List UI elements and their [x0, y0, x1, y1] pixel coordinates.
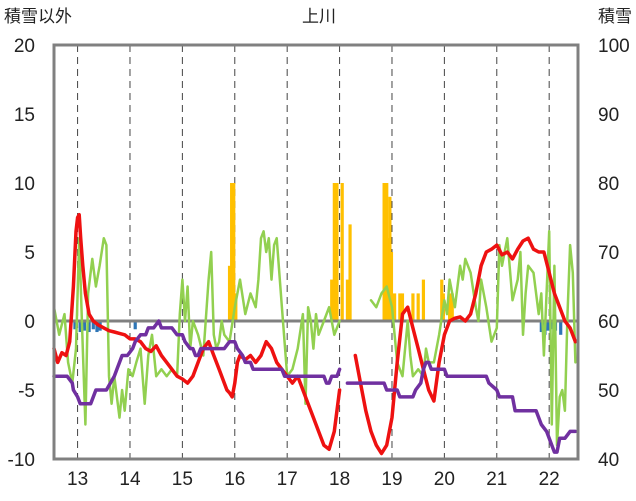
right-tick-label: 70: [598, 243, 619, 264]
x-tick-label: 18: [329, 469, 350, 490]
bar: [389, 252, 394, 321]
x-tick-label: 17: [277, 469, 298, 490]
chart-title: 上川: [302, 7, 336, 27]
purple-series-line: [345, 360, 578, 454]
bar: [91, 321, 95, 330]
bar: [78, 321, 82, 333]
bar: [550, 321, 554, 330]
left-tick-label: -10: [8, 450, 35, 471]
bar: [348, 224, 352, 321]
bar: [232, 183, 236, 321]
right-tick-label: 60: [598, 312, 619, 333]
bar: [330, 279, 334, 321]
bar-series: [73, 183, 563, 335]
bar: [87, 321, 91, 333]
x-tick-label: 21: [486, 469, 507, 490]
x-tick-label: 19: [381, 469, 402, 490]
left-tick-label: 0: [24, 312, 35, 333]
bar: [398, 293, 402, 321]
red-series-line: [353, 236, 578, 456]
left-tick-label: -5: [18, 381, 35, 402]
left-tick-label: 10: [14, 174, 35, 195]
bar: [332, 183, 336, 321]
bar: [73, 321, 77, 330]
bar: [546, 321, 550, 331]
bar: [411, 293, 415, 321]
bar: [539, 321, 543, 333]
bar: [393, 293, 397, 321]
x-tick-label: 16: [224, 469, 245, 490]
tick-labels: 13 14 15 16 17 18 19 20 21 2220151050-5-101009080…: [8, 36, 630, 490]
bar: [345, 279, 350, 321]
x-tick-label: 20: [434, 469, 455, 490]
bar: [95, 321, 99, 333]
bar: [448, 293, 452, 321]
bar: [227, 265, 232, 321]
bar: [230, 183, 234, 321]
bar: [133, 321, 137, 330]
x-tick-label: 13: [67, 469, 88, 490]
bar: [450, 293, 454, 321]
right-axis-label: 積雪: [598, 7, 632, 27]
right-tick-label: 50: [598, 381, 619, 402]
purple-series-line: [52, 319, 342, 406]
x-tick-label: 15: [172, 469, 193, 490]
bar: [340, 183, 344, 321]
left-axis-label: 積雪以外: [4, 7, 72, 27]
right-tick-label: 40: [598, 450, 619, 471]
bar: [386, 238, 390, 321]
x-tick-label: 14: [119, 469, 141, 490]
green-series-line: [369, 230, 577, 447]
left-tick-label: 15: [14, 105, 35, 126]
left-tick-label: 20: [14, 36, 35, 57]
right-tick-label: 90: [598, 105, 619, 126]
bar: [82, 321, 86, 331]
line-series: [52, 212, 578, 456]
right-tick-label: 80: [598, 174, 619, 195]
left-tick-label: 5: [24, 243, 35, 264]
bar: [335, 183, 339, 321]
bar: [559, 321, 563, 335]
bar: [400, 293, 405, 321]
bar: [416, 293, 420, 321]
bar: [421, 279, 426, 321]
right-tick-label: 100: [598, 36, 630, 57]
x-tick-label: 22: [539, 469, 560, 490]
plot-frame: [52, 43, 580, 461]
